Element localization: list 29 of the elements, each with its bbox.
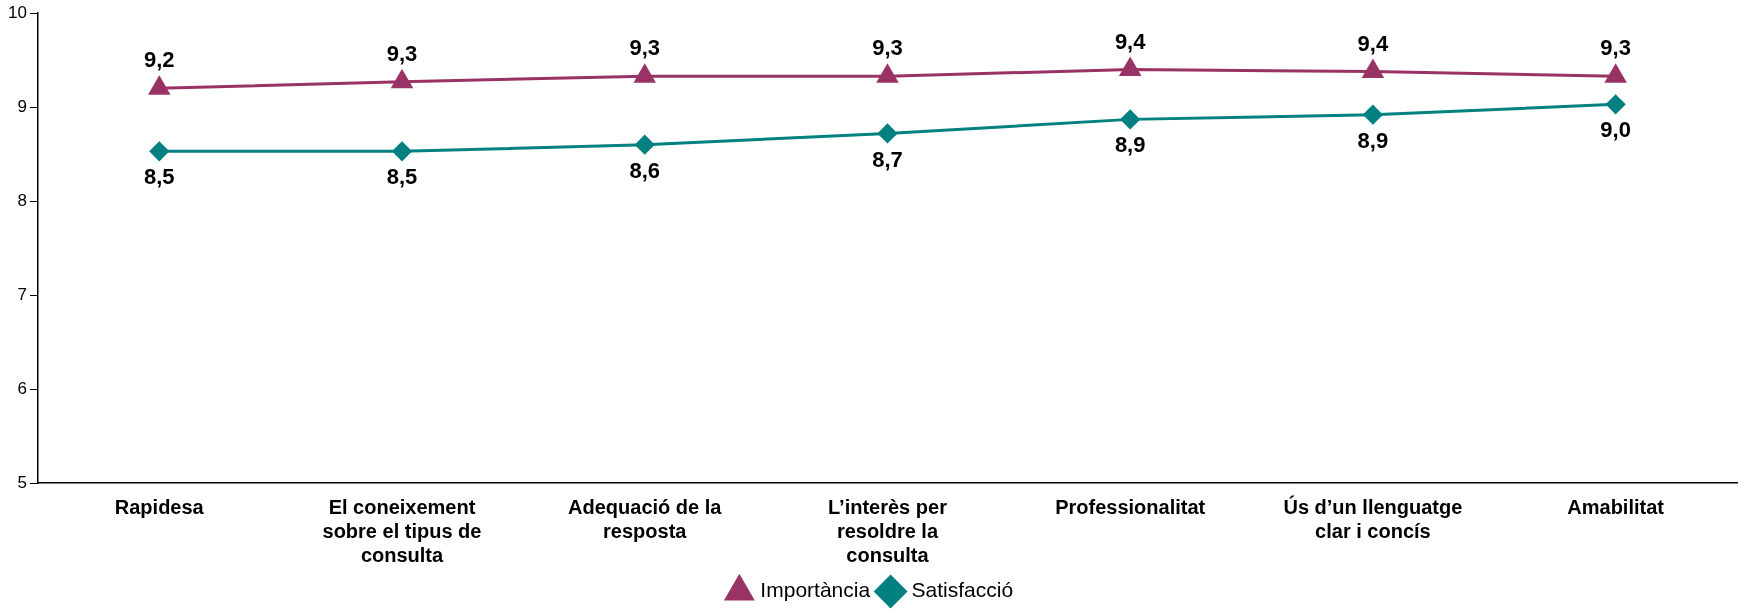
data-label: 8,6	[629, 157, 661, 183]
y-tick-label: 8	[17, 190, 27, 210]
y-tick-label: 10	[7, 2, 27, 22]
data-label: 9,4	[1357, 30, 1389, 56]
data-label: 8,9	[1114, 132, 1146, 158]
x-tick-label: Adequació de la resposta	[568, 495, 723, 542]
data-label: 8,5	[386, 164, 418, 190]
y-tick-label: 6	[17, 378, 27, 398]
x-tick-label: Professionalitat	[1055, 495, 1206, 518]
legend-label: Importància	[760, 578, 871, 602]
x-tick-label: El coneixement sobre el tipus de consulta	[322, 495, 482, 566]
data-label: 9,3	[629, 35, 661, 61]
data-label: 8,7	[872, 146, 903, 172]
data-label: 8,9	[1357, 127, 1389, 153]
y-tick-label: 9	[17, 96, 27, 116]
data-label: 9,0	[1600, 117, 1631, 143]
y-tick-label: 5	[17, 472, 27, 492]
data-label: 9,3	[386, 40, 418, 66]
data-label: 9,4	[1114, 28, 1147, 54]
data-label: 9,2	[143, 47, 175, 73]
data-label: 9,3	[872, 35, 903, 61]
y-tick-label: 7	[17, 284, 27, 304]
data-label: 9,3	[1600, 35, 1631, 61]
x-tick-label: L’interès per resoldre la consulta	[827, 495, 948, 566]
legend-label: Satisfacció	[911, 578, 1014, 602]
x-tick-label: Amabilitat	[1567, 495, 1665, 518]
x-tick-label: Rapidesa	[114, 495, 205, 518]
data-label: 8,5	[143, 164, 175, 190]
x-tick-label: Ús d’un llenguatge clar i concís	[1283, 494, 1463, 542]
